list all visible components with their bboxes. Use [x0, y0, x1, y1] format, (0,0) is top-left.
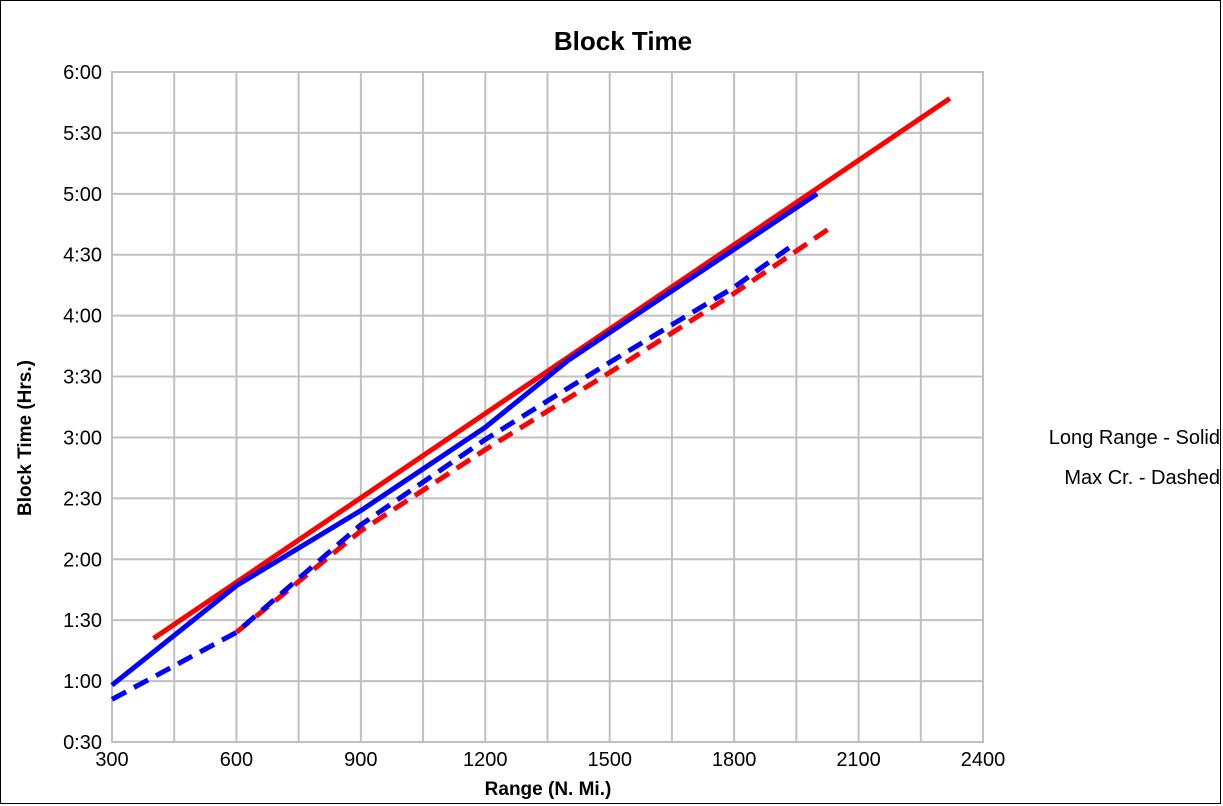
y-axis-title: Block Time (Hrs.)	[15, 360, 36, 516]
chart-title: Block Time	[554, 26, 692, 56]
y-tick-label: 1:00	[63, 671, 102, 693]
legend-note-dashed: Max Cr. - Dashed	[1064, 467, 1220, 489]
series-line-red-dashed	[234, 226, 831, 635]
y-tick-label: 4:30	[63, 245, 102, 267]
series-line-red-solid	[152, 96, 952, 641]
y-tick-label: 2:00	[63, 549, 102, 571]
series-line-blue-solid	[110, 191, 819, 688]
series-line-blue-dashed	[110, 240, 798, 702]
x-tick-label: 1800	[712, 749, 757, 771]
y-tick-label: 0:30	[63, 732, 102, 754]
tick-labels: 300 600 900 1200 1500 1800 2100 2400 0:30 1:00 1:3…	[63, 62, 1005, 771]
series-lines	[110, 96, 952, 702]
plot-area	[111, 71, 984, 743]
x-tick-label: 1500	[587, 749, 632, 771]
legend-note-solid: Long Range - Solid	[1049, 427, 1220, 449]
grid	[111, 71, 984, 743]
x-tick-label: 2400	[961, 749, 1006, 771]
y-tick-label: 3:30	[63, 367, 102, 389]
y-tick-label: 5:30	[63, 123, 102, 145]
y-tick-label: 5:00	[63, 184, 102, 206]
y-tick-label: 1:30	[63, 610, 102, 632]
x-tick-label: 600	[220, 749, 253, 771]
x-tick-label: 1200	[463, 749, 508, 771]
x-tick-label: 900	[344, 749, 377, 771]
x-tick-label: 2100	[836, 749, 881, 771]
y-tick-label: 4:00	[63, 306, 102, 328]
y-tick-label: 6:00	[63, 62, 102, 84]
x-axis-title: Range (N. Mi.)	[485, 779, 612, 800]
y-tick-label: 3:00	[63, 427, 102, 449]
x-tick-label: 300	[95, 749, 128, 771]
y-tick-label: 2:30	[63, 488, 102, 510]
